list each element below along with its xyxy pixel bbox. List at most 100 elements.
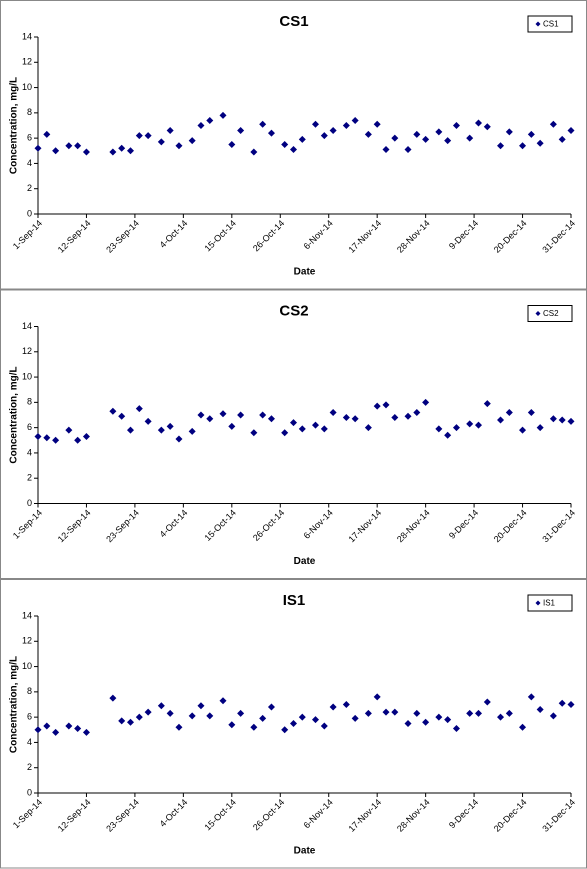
data-point — [135, 713, 143, 721]
y-tick-label: 8 — [27, 107, 32, 117]
data-point — [404, 719, 412, 727]
data-point — [281, 429, 289, 437]
data-point — [289, 419, 297, 427]
data-point — [558, 135, 566, 143]
data-point — [65, 426, 73, 434]
y-axis-label: Concentration, mg/L — [9, 77, 20, 174]
data-point — [474, 119, 482, 127]
y-tick-label: 2 — [27, 762, 32, 772]
data-point — [267, 703, 275, 711]
data-point — [497, 416, 505, 424]
x-axis-label: Date — [294, 267, 316, 278]
data-point — [135, 132, 143, 140]
data-point — [127, 426, 135, 434]
data-point — [483, 400, 491, 408]
data-point — [175, 435, 183, 443]
data-point — [289, 146, 297, 154]
data-point — [413, 408, 421, 416]
data-point — [166, 422, 174, 430]
chart-title: CS1 — [279, 13, 308, 30]
data-point — [342, 122, 350, 129]
data-point — [549, 415, 557, 423]
data-point — [567, 701, 575, 708]
data-point — [34, 726, 42, 734]
panel-border — [0, 289, 587, 579]
data-point — [312, 421, 320, 429]
data-point — [65, 722, 73, 730]
data-point — [250, 148, 258, 156]
x-axis-label: Date — [294, 556, 316, 567]
y-tick-label: 6 — [27, 422, 32, 432]
data-point — [527, 693, 535, 701]
data-point — [351, 415, 359, 423]
y-tick-label: 0 — [27, 208, 32, 218]
data-point — [391, 134, 399, 142]
data-point — [228, 140, 236, 148]
data-point — [298, 425, 306, 433]
data-point — [351, 116, 359, 124]
data-point — [166, 127, 174, 135]
data-point — [558, 699, 566, 707]
data-point — [228, 422, 236, 430]
data-point — [34, 144, 42, 152]
data-point — [558, 416, 566, 424]
data-point — [118, 144, 126, 152]
data-point — [237, 127, 245, 135]
y-tick-label: 2 — [27, 183, 32, 193]
data-point — [373, 693, 381, 701]
data-point — [391, 414, 399, 422]
data-point — [466, 420, 474, 428]
data-point — [536, 424, 544, 432]
data-point — [567, 127, 575, 135]
data-point — [206, 116, 214, 124]
data-point — [52, 728, 60, 736]
y-tick-label: 12 — [22, 57, 32, 67]
data-point — [109, 407, 117, 415]
y-tick-label: 12 — [22, 346, 32, 356]
data-point — [219, 697, 227, 705]
data-point — [281, 726, 289, 734]
data-point — [118, 412, 126, 420]
data-point — [364, 709, 372, 717]
data-point — [118, 717, 126, 725]
data-point — [329, 703, 337, 711]
data-point — [259, 714, 267, 722]
data-point — [157, 138, 165, 146]
data-point — [505, 408, 513, 416]
data-point — [422, 718, 430, 726]
data-point — [329, 408, 337, 416]
data-point — [188, 427, 196, 435]
data-point — [144, 132, 152, 140]
data-point — [43, 722, 51, 730]
data-point — [127, 147, 135, 155]
data-point — [312, 716, 320, 724]
data-point — [505, 128, 513, 136]
data-point — [444, 431, 452, 439]
data-point — [466, 134, 474, 142]
data-point — [74, 436, 82, 444]
data-point — [549, 712, 557, 720]
data-point — [206, 415, 214, 423]
legend-marker — [535, 600, 541, 606]
y-tick-label: 0 — [27, 498, 32, 508]
data-point — [298, 713, 306, 721]
data-point — [527, 130, 535, 138]
y-tick-label: 10 — [22, 371, 32, 381]
data-point — [342, 701, 350, 708]
data-point — [413, 130, 421, 138]
y-tick-label: 0 — [27, 787, 32, 797]
data-point — [452, 122, 460, 129]
y-tick-label: 12 — [22, 636, 32, 646]
x-axis-label: Date — [294, 846, 316, 857]
data-point — [289, 719, 297, 727]
data-point — [127, 718, 135, 726]
data-point — [188, 712, 196, 720]
data-point — [452, 424, 460, 432]
data-point — [197, 122, 205, 129]
data-point — [298, 135, 306, 143]
data-point — [519, 142, 527, 150]
